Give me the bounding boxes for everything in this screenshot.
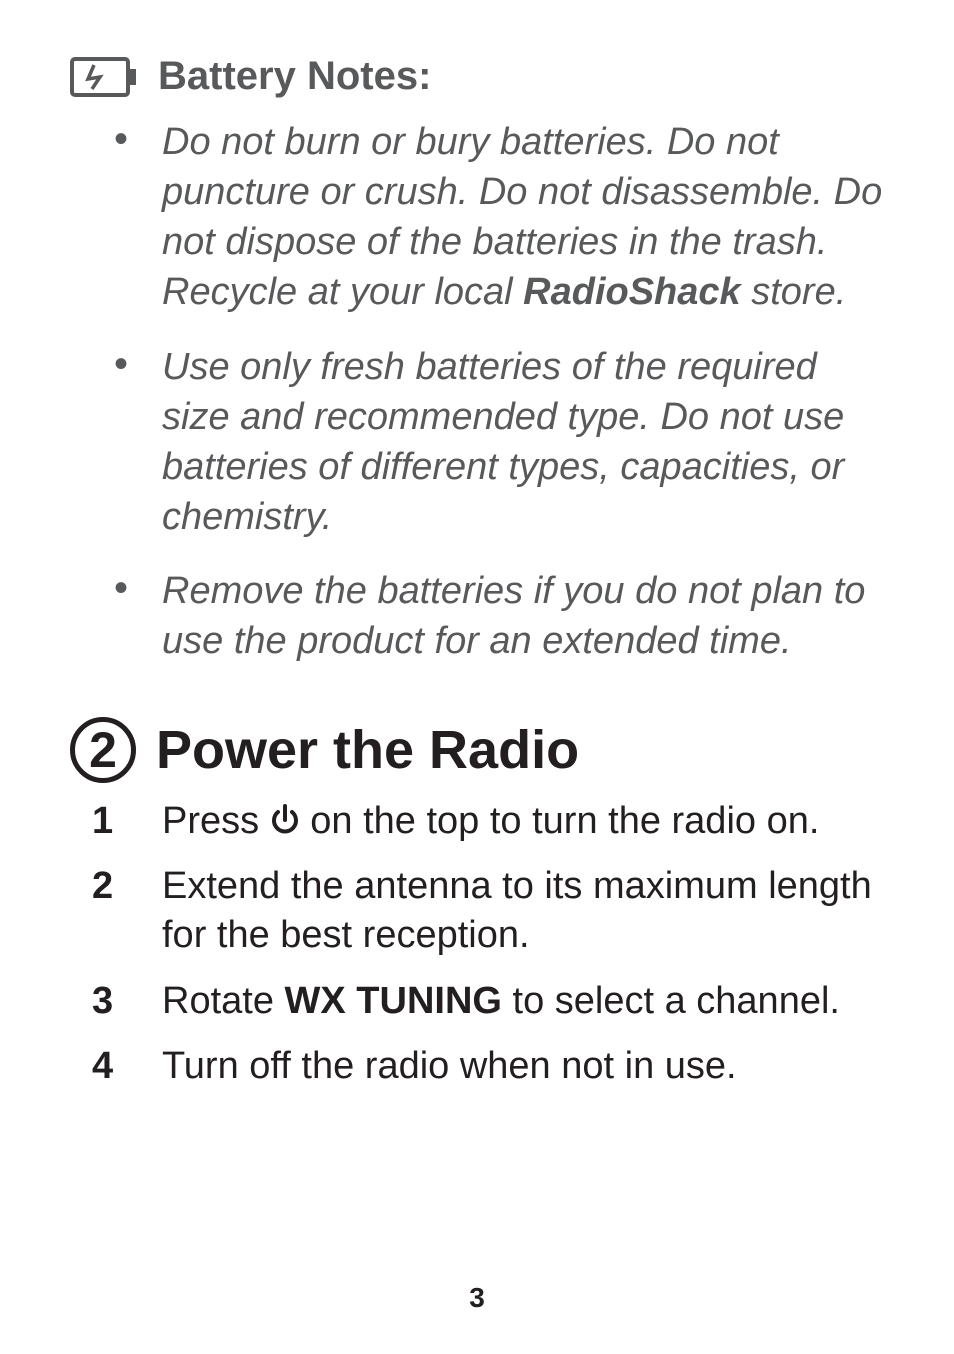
power-step-2: Extend the antenna to its maximum length…: [92, 862, 884, 961]
battery-bullets: Do not burn or bury batteries. Do not pu…: [70, 117, 884, 667]
power-step-3: Rotate WX TUNING to select a channel.: [92, 977, 884, 1026]
power-step-1: Press on the top to turn the radio on.: [92, 797, 884, 846]
battery-notes-title: Battery Notes:: [158, 54, 431, 99]
power-steps: Press on the top to turn the radio on. E…: [70, 797, 884, 1092]
bullet-text: store.: [741, 271, 847, 313]
power-icon: [270, 804, 300, 836]
step-text: Extend the antenna to its maximum length…: [162, 865, 872, 956]
battery-bullet-1: Do not burn or bury batteries. Do not pu…: [114, 117, 884, 318]
page-number: 3: [0, 1282, 954, 1314]
battery-bullet-3: Remove the batteries if you do not plan …: [114, 566, 884, 666]
step-text: to select a channel.: [502, 980, 840, 1022]
bullet-bold: RadioShack: [523, 271, 741, 313]
step-text: Press: [162, 800, 270, 842]
step-text: on the top to turn the radio on.: [300, 800, 820, 842]
bullet-text: Remove the batteries if you do not plan …: [162, 570, 865, 662]
step-bold: WX TUNING: [285, 980, 502, 1022]
battery-notes-header: Battery Notes:: [70, 54, 884, 99]
bullet-text: Use only fresh batteries of the required…: [162, 346, 844, 538]
manual-page: Battery Notes: Do not burn or bury batte…: [0, 0, 954, 1092]
battery-bullet-2: Use only fresh batteries of the required…: [114, 342, 884, 543]
power-radio-title: Power the Radio: [156, 719, 579, 781]
step-number-badge: 2: [70, 717, 136, 783]
power-step-4: Turn off the radio when not in use.: [92, 1042, 884, 1091]
battery-icon: [70, 55, 140, 99]
step-text: Rotate: [162, 980, 285, 1022]
step-text: Turn off the radio when not in use.: [162, 1045, 737, 1087]
power-radio-header: 2 Power the Radio: [70, 717, 884, 783]
